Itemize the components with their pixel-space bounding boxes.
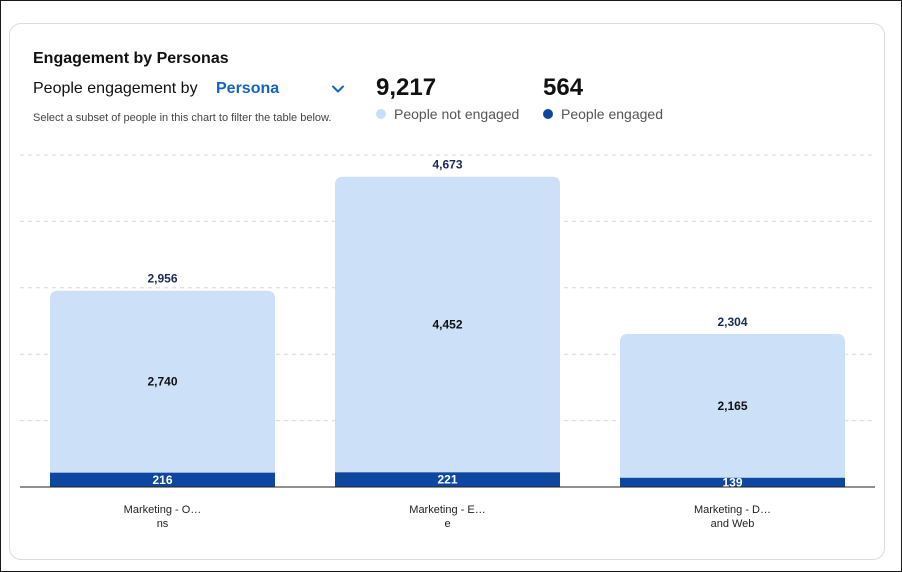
x-tick-label: Marketing - O… <box>124 504 202 516</box>
bar-engaged-label: 139 <box>722 475 742 489</box>
stat-not-engaged-value: 9,217 <box>376 74 437 101</box>
bar-total-label: 2,956 <box>147 272 177 286</box>
card-title: Engagement by Personas <box>33 50 229 67</box>
bar-total-label: 2,304 <box>717 315 747 329</box>
selector-label: People engagement by <box>33 80 198 97</box>
stat-not-engaged-label: People not engaged <box>394 106 520 122</box>
stat-engaged-label: People engaged <box>561 106 663 122</box>
chevron-down-icon[interactable] <box>331 82 345 96</box>
x-tick-label: and Web <box>711 518 755 530</box>
stat-engaged-value: 564 <box>543 74 584 101</box>
chart-hint: Select a subset of people in this chart … <box>33 112 332 124</box>
stacked-bar-chart: 2,956 2,740 216 Marketing - O… ns 4,673 4,452 2… <box>20 154 875 530</box>
x-tick-label: Marketing - D… <box>694 504 771 516</box>
bar-not-engaged-label: 4,452 <box>432 318 462 332</box>
bar-not-engaged[interactable] <box>50 290 275 473</box>
persona-dropdown[interactable]: Persona <box>216 80 280 97</box>
bar-engaged[interactable] <box>50 472 275 487</box>
bar-not-engaged[interactable] <box>335 176 560 473</box>
x-tick-label: Marketing - E… <box>409 504 485 516</box>
bar-not-engaged-label: 2,740 <box>147 375 177 389</box>
stat-not-engaged: 9,217 People not engaged <box>376 74 519 122</box>
x-tick-label: e <box>444 518 450 530</box>
bar-engaged-label: 221 <box>437 473 457 487</box>
legend-dot-not-engaged <box>376 109 386 119</box>
bar-engaged[interactable] <box>335 472 560 487</box>
bar-not-engaged[interactable] <box>620 334 845 478</box>
bar-not-engaged-label: 2,165 <box>717 399 747 413</box>
bar-engaged[interactable] <box>620 477 845 487</box>
legend-dot-engaged <box>543 109 553 119</box>
x-tick-label: ns <box>157 518 169 530</box>
bar-engaged-label: 216 <box>152 473 172 487</box>
engagement-card: Engagement by Personas People engagement… <box>9 23 885 560</box>
bar-total-label: 4,673 <box>432 158 462 172</box>
stat-engaged: 564 People engaged <box>543 74 663 122</box>
